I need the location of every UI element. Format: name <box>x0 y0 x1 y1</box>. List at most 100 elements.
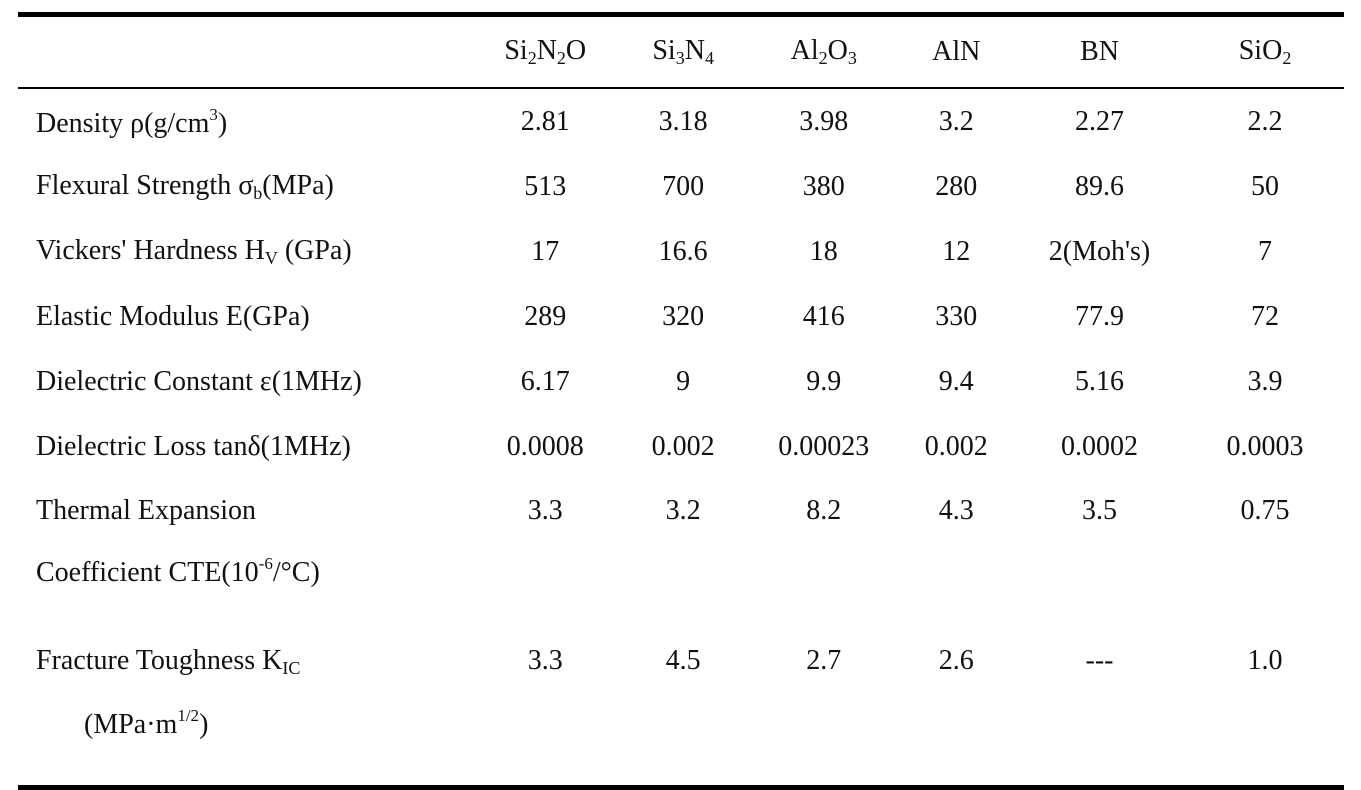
value-cell: --- <box>1085 645 1114 676</box>
data-table: Si2N2O Si3N4 Al2O3 AlN BN SiO2 Density ρ… <box>18 12 1344 790</box>
value-cell: 2.6 <box>938 645 974 676</box>
subscript: 3 <box>675 48 685 68</box>
subscript: 2 <box>556 48 566 68</box>
top-rule <box>18 12 1344 17</box>
value-cell: 2.27 <box>1075 105 1125 137</box>
value-cell: 5.16 <box>1075 365 1125 397</box>
subscript: V <box>264 247 278 268</box>
value-cell: 7 <box>1258 235 1273 267</box>
value-cell: 77.9 <box>1075 300 1125 332</box>
value-cell: 3.98 <box>799 105 849 137</box>
property-label-line: Density ρ(g/cm3) <box>36 104 228 139</box>
value-cell: 3.3 <box>527 495 563 526</box>
header-row: Si2N2O Si3N4 Al2O3 AlN BN SiO2 <box>18 17 1344 87</box>
value-cell: 4.5 <box>665 645 701 676</box>
value-cell: 0.002 <box>924 430 988 462</box>
table-row: Fracture Toughness KIC (MPa·m1/2) 3.3 4.5 2.… <box>18 629 1344 779</box>
property-label-line: Thermal Expansion <box>36 495 257 526</box>
table-row: Density ρ(g/cm3) 2.81 3.18 3.98 3.2 2.27 2.2 <box>18 89 1344 154</box>
table-row: Dielectric Constant ε(1MHz) 6.17 9 9.9 9.4 5.… <box>18 349 1344 414</box>
value-cell: 0.75 <box>1240 495 1290 526</box>
superscript: 3 <box>209 104 218 124</box>
property-label: Elastic Modulus E(GPa) <box>18 284 472 349</box>
value-cell: 17 <box>531 235 560 267</box>
subscript: b <box>253 182 263 203</box>
value-cell: 3.5 <box>1082 495 1118 526</box>
header-empty <box>18 17 472 87</box>
value-cell: 416 <box>802 300 845 332</box>
value-cell: 289 <box>524 300 567 332</box>
header-material: Si3N4 <box>652 35 714 68</box>
subscript: 3 <box>847 48 857 68</box>
value-cell: 0.0002 <box>1061 430 1139 462</box>
value-cell: 0.002 <box>651 430 715 462</box>
property-label-line: Flexural Strength σb(MPa) <box>36 169 334 203</box>
header-material: BN <box>1080 36 1119 67</box>
property-label: Fracture Toughness KIC (MPa·m1/2) <box>18 629 472 779</box>
value-cell: 0.00023 <box>778 430 870 462</box>
value-cell: 18 <box>809 235 838 267</box>
value-cell: 9 <box>676 365 691 397</box>
value-cell: 6.17 <box>520 365 570 397</box>
value-cell: 4.3 <box>938 495 974 526</box>
value-cell: 3.2 <box>665 495 701 526</box>
value-cell: 2.2 <box>1247 105 1283 137</box>
value-cell: 1.0 <box>1247 645 1283 676</box>
property-label-line: Vickers' Hardness HV (GPa) <box>36 234 352 268</box>
superscript: -6 <box>258 554 273 573</box>
value-cell: 3.3 <box>527 645 563 676</box>
header-rule <box>18 87 1344 89</box>
value-cell: 380 <box>802 170 845 202</box>
property-label: Dielectric Constant ε(1MHz) <box>18 349 472 414</box>
property-label-continuation: (MPa·m1/2) <box>84 706 209 740</box>
value-cell: 3.18 <box>658 105 708 137</box>
table-row: Dielectric Loss tanδ(1MHz) 0.0008 0.002 0.0… <box>18 414 1344 479</box>
property-label: Flexural Strength σb(MPa) <box>18 154 472 219</box>
header-material: AlN <box>932 36 981 67</box>
value-cell: 72 <box>1251 300 1280 332</box>
subscript: 2 <box>818 48 828 68</box>
value-cell: 0.0008 <box>506 430 584 462</box>
value-cell: 9.9 <box>806 365 842 397</box>
header-material: Al2O3 <box>790 35 857 68</box>
subscript: IC <box>282 658 301 678</box>
table-row: Flexural Strength σb(MPa) 513 700 380 280 89.… <box>18 154 1344 219</box>
property-label-line: Fracture Toughness KIC <box>36 645 301 678</box>
value-cell: 320 <box>662 300 705 332</box>
value-cell: 700 <box>662 170 705 202</box>
property-label: Dielectric Loss tanδ(1MHz) <box>18 414 472 479</box>
value-cell: 12 <box>942 235 971 267</box>
property-label-line: Dielectric Constant ε(1MHz) <box>36 365 362 397</box>
property-label: Density ρ(g/cm3) <box>18 89 472 154</box>
table-row: Elastic Modulus E(GPa) 289 320 416 330 77.9 72 <box>18 284 1344 349</box>
property-label-line: Elastic Modulus E(GPa) <box>36 300 310 332</box>
value-cell: 2.81 <box>520 105 570 137</box>
property-label-continuation: Coefficient CTE(10-6/°C) <box>36 554 320 588</box>
value-cell: 0.0003 <box>1226 430 1304 462</box>
properties-table: Si2N2O Si3N4 Al2O3 AlN BN SiO2 <box>18 17 1344 87</box>
value-cell: 3.9 <box>1247 365 1283 397</box>
value-cell: 16.6 <box>658 235 708 267</box>
table-row: Thermal Expansion Coefficient CTE(10-6/°C… <box>18 479 1344 629</box>
header-material: Si2N2O <box>504 35 587 68</box>
property-label-line: Dielectric Loss tanδ(1MHz) <box>36 430 351 462</box>
property-label: Vickers' Hardness HV (GPa) <box>18 219 472 284</box>
subscript: 2 <box>527 48 537 68</box>
value-cell: 330 <box>935 300 978 332</box>
subscript: 4 <box>704 48 714 68</box>
value-cell: 89.6 <box>1075 170 1125 202</box>
value-cell: 3.2 <box>938 105 974 137</box>
value-cell: 2.7 <box>806 645 842 676</box>
superscript: 1/2 <box>177 706 200 725</box>
bottom-rule <box>18 785 1344 790</box>
property-label: Thermal Expansion Coefficient CTE(10-6/°C… <box>18 479 472 629</box>
value-cell: 9.4 <box>938 365 974 397</box>
value-cell: 2(Moh's) <box>1048 235 1151 267</box>
value-cell: 50 <box>1251 170 1280 202</box>
value-cell: 8.2 <box>806 495 842 526</box>
properties-body: Density ρ(g/cm3) 2.81 3.18 3.98 3.2 2.27 2.2 Fl… <box>18 89 1344 779</box>
subscript: 2 <box>1282 48 1292 68</box>
value-cell: 513 <box>524 170 567 202</box>
header-material: SiO2 <box>1238 35 1292 68</box>
table-row: Vickers' Hardness HV (GPa) 17 16.6 18 12 2(Mo… <box>18 219 1344 284</box>
